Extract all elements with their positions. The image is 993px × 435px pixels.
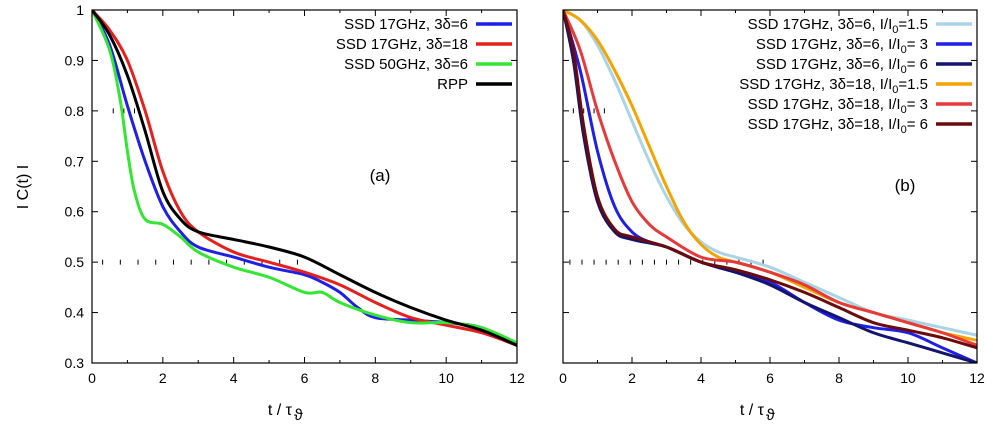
y-tick-label: 0.8 <box>65 103 85 119</box>
y-axis-label: I C(t) I <box>15 165 32 209</box>
x-tick-label: 12 <box>969 370 985 386</box>
x-tick-label: 12 <box>509 370 525 386</box>
panel-label-b: (b) <box>895 176 916 195</box>
panel-b: t / τ ϑ (b) 0 2 4 6 8 10 12 SSD 17GHz, 3δ=6, I/… <box>559 9 985 424</box>
y-tick-label: 0.4 <box>65 305 85 321</box>
series-line-b-4 <box>563 10 977 347</box>
x-axis-label-sub-b: ϑ <box>766 407 775 424</box>
x-axis-label-sub-a: ϑ <box>294 407 303 424</box>
x-tick-label: 6 <box>766 370 774 386</box>
x-tick-label: 0 <box>88 370 96 386</box>
y-tick-label: 0.9 <box>65 52 85 68</box>
x-tick-label: 2 <box>628 370 636 386</box>
legend-label: SSD 17GHz, 3δ=6, I/I0= 6 <box>756 56 928 76</box>
x-tick-label: 2 <box>159 370 167 386</box>
legend-label: SSD 50GHz, 3δ=6 <box>344 56 468 73</box>
x-tick-label: 6 <box>301 370 309 386</box>
legend-label: SSD 17GHz, 3δ=18, I/I0= 3 <box>748 96 928 116</box>
x-tick-label: 4 <box>697 370 705 386</box>
y-tick-label: 0.3 <box>65 355 85 371</box>
x-tick-label: 0 <box>559 370 567 386</box>
x-axis-label-a: t / τ <box>268 402 293 419</box>
series-line-a-2 <box>92 10 517 345</box>
x-tick-label: 8 <box>371 370 379 386</box>
legend-label: SSD 17GHz, 3δ=18, I/I0= 6 <box>748 116 928 136</box>
y-tick-label: 0.6 <box>65 204 85 220</box>
y-tick-label: 0.7 <box>65 153 85 169</box>
legend-label: SSD 17GHz, 3δ=6, I/I0=1.5 <box>748 16 928 36</box>
series-line-b-5 <box>563 10 977 350</box>
legend-label: RPP <box>437 76 468 93</box>
x-tick-label: 10 <box>900 370 916 386</box>
legend-label: SSD 17GHz, 3δ=18, I/I0=1.5 <box>739 76 928 96</box>
series-line-a-0 <box>92 10 517 347</box>
panel-a: I C(t) I t / τ ϑ (a) 0 2 4 6 8 10 12 0.3 0.4 0.5 0… <box>15 2 525 424</box>
x-tick-label: 8 <box>835 370 843 386</box>
x-tick-label: 4 <box>230 370 238 386</box>
legend-label: SSD 17GHz, 3δ=6 <box>344 16 468 33</box>
x-axis-label-b: t / τ <box>740 402 765 419</box>
legend-label: SSD 17GHz, 3δ=18 <box>336 36 468 53</box>
series-line-a-3 <box>92 10 517 347</box>
x-tick-label: 10 <box>438 370 454 386</box>
y-tick-label: 1 <box>76 2 84 18</box>
panel-label-a: (a) <box>370 166 391 185</box>
y-tick-label: 0.5 <box>65 254 85 270</box>
legend-label: SSD 17GHz, 3δ=6, I/I0= 3 <box>756 36 928 56</box>
